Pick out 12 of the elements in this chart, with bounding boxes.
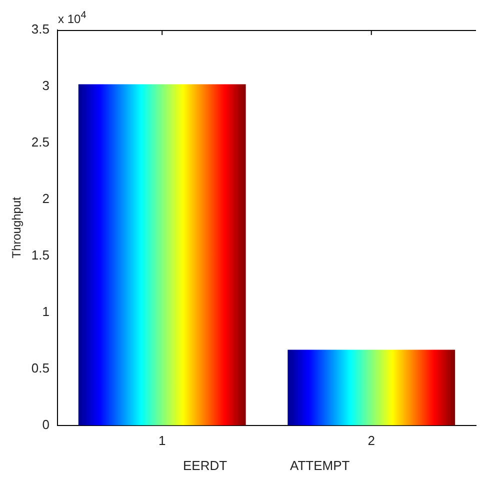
y-axis-title: Throughput [10,196,24,258]
text: x 10$^{4}$ [58,10,86,26]
y-tick-label: 3 [42,78,50,94]
y-tick-label: 0.5 [31,360,50,376]
y-tick-label: 1 [42,304,50,320]
text: ATTEMPT [290,458,350,473]
text: EERDT [183,458,228,473]
y-tick-label: 0 [42,416,50,432]
y-tick-label: 2 [42,191,50,206]
y-tick-label: 2.5 [31,134,50,150]
y-tick-label: 1.5 [31,248,50,263]
y-tick-label: 3.5 [31,22,50,37]
